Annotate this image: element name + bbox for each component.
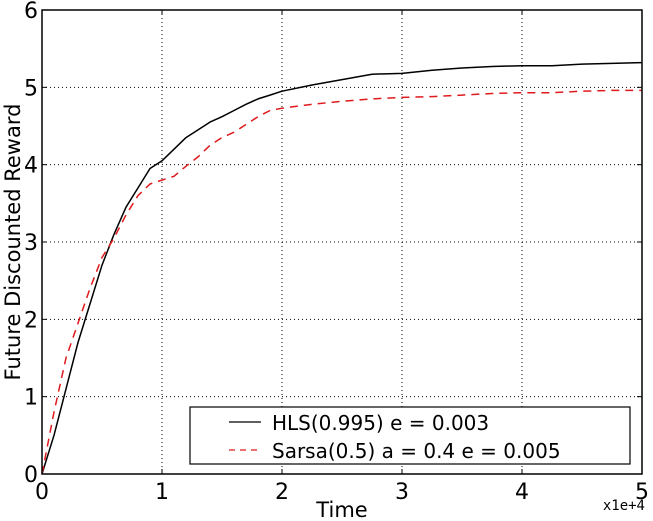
legend: HLS(0.995) e = 0.003 Sarsa(0.5) a = 0.4 … bbox=[189, 406, 631, 465]
legend-label-hls: HLS(0.995) e = 0.003 bbox=[272, 411, 489, 435]
x-tick-label: 3 bbox=[395, 480, 409, 505]
x-tick-label: 1 bbox=[155, 480, 169, 505]
x-axis-multiplier: x1e+4 bbox=[603, 498, 645, 514]
legend-label-sarsa: Sarsa(0.5) a = 0.4 e = 0.005 bbox=[272, 439, 561, 463]
series-hls-line bbox=[41, 61, 643, 475]
y-tick-label: 6 bbox=[24, 0, 38, 24]
x-tick-label: 4 bbox=[515, 480, 529, 505]
grid-lines bbox=[42, 10, 642, 474]
x-tick-label: 2 bbox=[275, 480, 289, 505]
series-sarsa-line bbox=[41, 89, 642, 475]
y-tick-label: 3 bbox=[24, 231, 38, 256]
y-axis-ticks: 0 1 2 3 4 5 6 bbox=[24, 0, 642, 488]
legend-box bbox=[189, 406, 631, 465]
y-tick-label: 4 bbox=[24, 154, 38, 179]
y-axis-label: Future Discounted Reward bbox=[1, 104, 25, 381]
x-axis-ticks: 0 1 2 3 4 5 bbox=[35, 10, 649, 505]
x-tick-label: 5 bbox=[635, 480, 649, 505]
y-tick-label: 1 bbox=[24, 386, 38, 411]
x-tick-label: 0 bbox=[35, 480, 49, 505]
y-tick-label: 2 bbox=[24, 308, 38, 333]
y-tick-label: 5 bbox=[24, 76, 38, 101]
y-tick-label: 0 bbox=[24, 463, 38, 488]
x-axis-label: Time bbox=[315, 498, 367, 521]
data-series bbox=[41, 61, 643, 475]
